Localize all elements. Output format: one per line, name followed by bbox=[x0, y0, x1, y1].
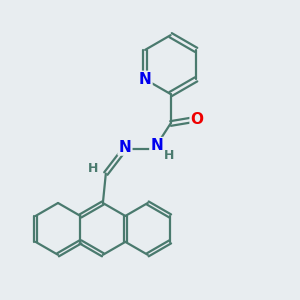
Text: N: N bbox=[139, 72, 152, 87]
Text: O: O bbox=[190, 112, 204, 127]
Text: N: N bbox=[118, 140, 131, 154]
Text: H: H bbox=[88, 162, 99, 175]
Text: H: H bbox=[164, 148, 174, 161]
Text: N: N bbox=[150, 138, 163, 153]
